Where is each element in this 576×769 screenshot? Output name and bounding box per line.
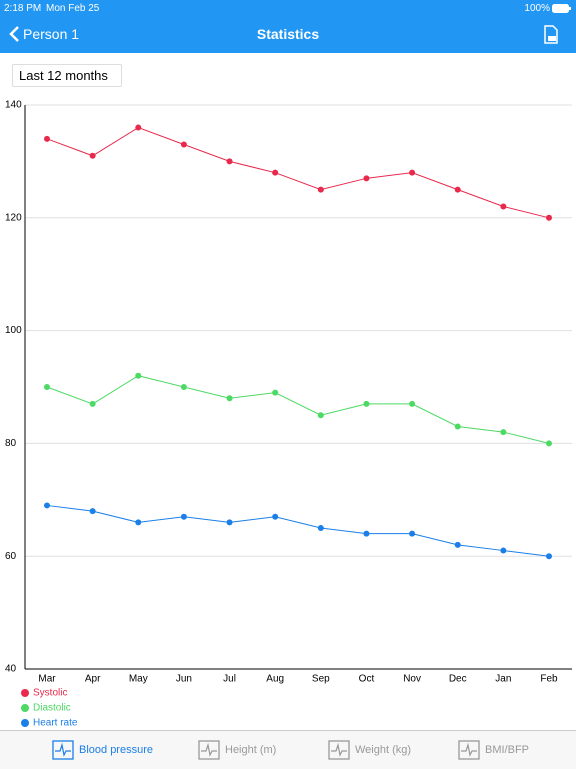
data-point [89, 400, 96, 407]
tab-item[interactable]: BMI/BFP [458, 731, 529, 769]
tab-item[interactable]: Blood pressure [52, 731, 153, 769]
tab-label: BMI/BFP [485, 744, 530, 756]
series-line [46, 375, 550, 444]
data-point [44, 384, 50, 390]
data-point [500, 547, 507, 554]
data-point [363, 530, 370, 537]
data-point [363, 400, 370, 407]
data-point [409, 530, 416, 537]
data-point [317, 186, 324, 193]
data-point [454, 541, 461, 548]
x-tick-label: Jun [176, 674, 192, 685]
data-point [363, 175, 370, 182]
x-tick-label: Nov [403, 674, 421, 685]
x-tick-label: May [129, 674, 148, 685]
y-tick-label: 40 [5, 664, 17, 675]
y-tick-label: 120 [5, 212, 22, 223]
data-point [546, 214, 552, 221]
data-point [226, 158, 233, 165]
legend-marker [21, 719, 29, 727]
back-button[interactable]: Person 1 [23, 26, 80, 42]
legend-marker [21, 704, 29, 712]
data-point [135, 372, 142, 379]
chart: 40 60 80 100 120 140 Mar Apr May Jun Jul Aug Sep Oct N… [5, 100, 572, 729]
x-tick-label: Dec [449, 674, 467, 685]
legend-label: Diastolic [33, 703, 71, 714]
data-point [44, 135, 50, 142]
tab-bar: Blood pressure Height (m) Weight (kg) BMI/B… [0, 730, 576, 769]
y-tick-label: 140 [5, 100, 22, 111]
x-tick-label: Jul [223, 674, 236, 685]
data-point [180, 513, 187, 520]
tab-item[interactable]: Weight (kg) [328, 731, 411, 769]
data-point [135, 519, 142, 526]
data-point [272, 169, 279, 176]
data-point [500, 429, 507, 436]
data-point [409, 169, 416, 176]
status-time: 2:18 PM [4, 3, 42, 14]
tab-icon [52, 740, 74, 760]
nav-title: Statistics [256, 26, 320, 42]
data-point [546, 553, 552, 560]
data-point [226, 395, 233, 402]
data-point [180, 384, 187, 390]
tab-item[interactable]: Height (m) [198, 731, 276, 769]
tab-label: Weight (kg) [355, 744, 412, 756]
data-point [409, 400, 416, 407]
y-tick-label: 60 [5, 551, 17, 562]
export-icon[interactable] [543, 25, 559, 45]
data-point [135, 124, 142, 131]
x-tick-label: Aug [266, 674, 284, 685]
data-point [454, 186, 461, 193]
x-tick-label: Jan [495, 674, 511, 685]
data-point [454, 423, 461, 430]
data-point [317, 412, 324, 419]
back-icon[interactable] [8, 25, 20, 43]
battery-icon [552, 4, 571, 13]
x-tick-label: Feb [540, 674, 558, 685]
period-selector[interactable]: Last 12 months [12, 64, 122, 87]
status-date: Mon Feb 25 [46, 3, 100, 14]
data-point [272, 389, 279, 396]
data-point [89, 508, 96, 515]
x-tick-label: Sep [312, 674, 330, 685]
tab-label: Height (m) [225, 744, 277, 756]
tab-label: Blood pressure [79, 744, 153, 756]
data-point [44, 502, 50, 509]
data-point [317, 525, 324, 531]
x-tick-label: Oct [359, 674, 375, 685]
y-tick-label: 100 [5, 325, 22, 336]
y-tick-label: 80 [5, 438, 17, 449]
status-battery: 100% [524, 3, 550, 14]
data-point [272, 513, 279, 520]
data-point [89, 152, 96, 159]
x-tick-label: Apr [85, 674, 101, 685]
tab-icon [198, 740, 220, 760]
legend-marker [21, 689, 29, 697]
data-point [226, 519, 233, 526]
legend-label: Heart rate [33, 718, 78, 729]
tab-icon [328, 740, 350, 760]
nav-bar: Person 1 Statistics [0, 16, 576, 53]
data-point [546, 440, 552, 447]
tab-icon [458, 740, 480, 760]
data-point [180, 141, 187, 148]
status-bar: 2:18 PM Mon Feb 25 100% [0, 0, 576, 16]
series-line [46, 504, 550, 557]
data-point [500, 203, 507, 210]
series-line [46, 127, 550, 219]
x-tick-label: Mar [38, 674, 56, 685]
legend-label: Systolic [33, 688, 67, 699]
